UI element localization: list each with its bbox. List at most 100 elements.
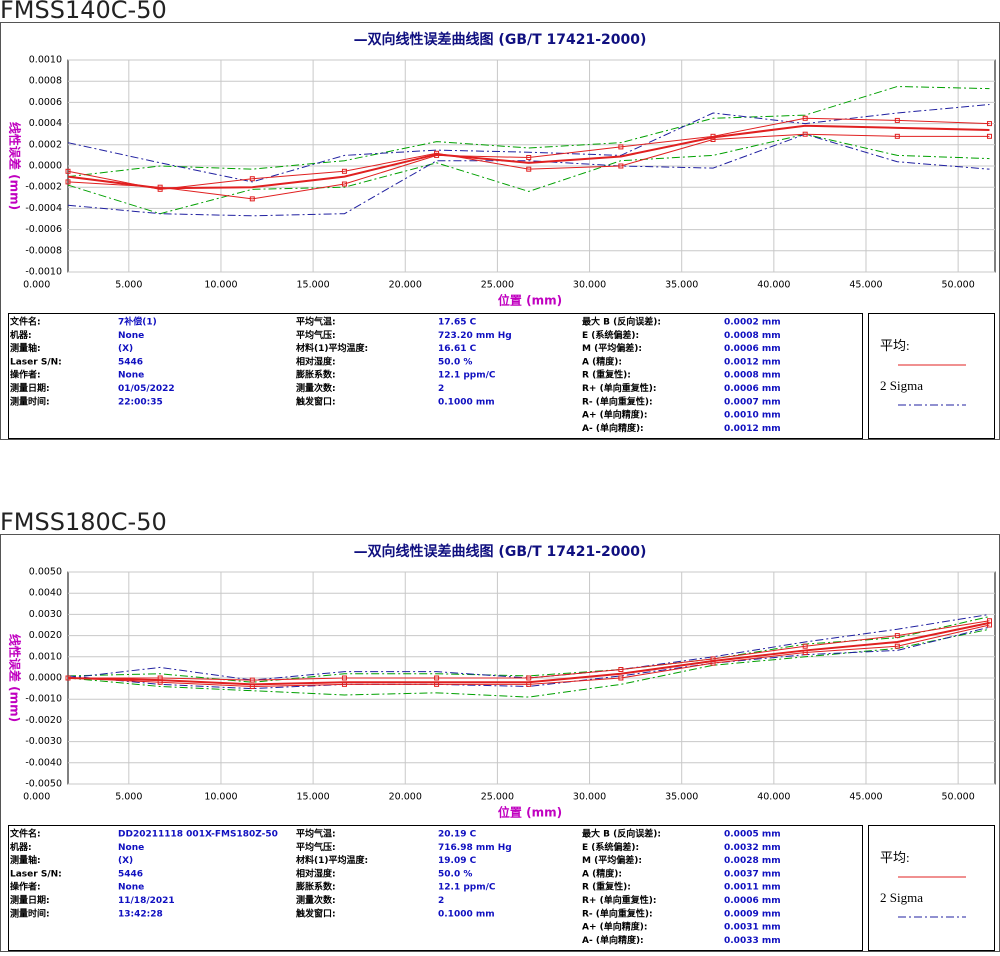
x-tick-label: 40.000 — [757, 280, 790, 291]
x-tick-label: 10.000 — [204, 280, 237, 291]
info-value: None — [118, 843, 144, 853]
info-label: 平均气温: — [296, 828, 336, 840]
info-value: 11/18/2021 — [118, 896, 175, 906]
point-marker — [341, 181, 347, 187]
x-tick-label: 25.000 — [481, 792, 514, 803]
info-label: 机器: — [10, 329, 32, 341]
point-marker — [249, 677, 255, 683]
point-marker — [249, 196, 255, 202]
y-tick-label: -0.0020 — [25, 715, 62, 726]
info-label: 膨胀系数: — [295, 881, 336, 893]
x-axis-label: 位置 (mm) — [498, 293, 562, 308]
info-value: 5446 — [118, 357, 143, 367]
y-tick-label: 0.0010 — [29, 651, 62, 662]
info-label: R- (单向重复性): — [582, 907, 653, 919]
point-marker — [341, 168, 347, 174]
info-frame — [8, 313, 863, 439]
legend-label: 2 Sigma — [880, 890, 923, 905]
point-marker — [894, 117, 900, 123]
point-marker — [341, 675, 347, 681]
info-value: 22:00:35 — [118, 397, 163, 407]
info-value: 2 — [438, 384, 444, 394]
x-tick-label: 35.000 — [665, 792, 698, 803]
info-value: 13:42:28 — [118, 909, 163, 919]
series-line — [68, 620, 990, 681]
x-tick-label: 30.000 — [573, 792, 606, 803]
point-marker — [986, 121, 992, 127]
info-label: 平均气温: — [296, 316, 336, 328]
info-label: M (平均偏差): — [582, 342, 642, 354]
chart-title: —双向线性误差曲线图 (GB/T 17421-2000) — [354, 543, 647, 560]
y-tick-label: -0.0030 — [25, 736, 62, 747]
info-label: 相对湿度: — [296, 355, 336, 367]
legend-label: 2 Sigma — [880, 378, 923, 393]
y-tick-label: -0.0008 — [25, 245, 62, 256]
info-value: 0.0031 mm — [724, 923, 781, 933]
series-line — [67, 624, 990, 687]
info-label: 测量日期: — [10, 894, 50, 906]
info-label: A+ (单向精度): — [582, 921, 647, 933]
info-label: E (系统偏差): — [582, 329, 639, 341]
info-label: 测量轴: — [10, 854, 41, 866]
x-tick-label: 0.000 — [23, 280, 50, 291]
legend-frame — [868, 825, 995, 951]
info-value: 0.0012 mm — [724, 357, 781, 367]
y-tick-label: 0.0000 — [29, 161, 62, 172]
info-value: 0.0008 mm — [724, 331, 781, 341]
chart-title: —双向线性误差曲线图 (GB/T 17421-2000) — [354, 31, 647, 48]
info-value: 0.0008 mm — [724, 371, 781, 381]
info-label: Laser S/N: — [10, 357, 62, 367]
legend-label: 平均: — [880, 850, 910, 865]
info-label: A- (单向精度): — [582, 934, 644, 946]
info-label: R (重复性): — [582, 881, 631, 893]
y-axis-label: 线性误差 (mm) — [8, 122, 23, 210]
point-marker — [618, 675, 624, 681]
x-tick-label: 5.000 — [115, 280, 142, 291]
point-marker — [802, 643, 808, 649]
point-marker — [986, 618, 992, 624]
info-value: 12.1 ppm/C — [438, 371, 496, 381]
info-label: A (精度): — [582, 867, 622, 879]
info-value: 0.0033 mm — [724, 936, 781, 946]
info-label: 测量时间: — [10, 395, 50, 407]
series-line — [67, 613, 990, 681]
info-label: 文件名: — [9, 828, 41, 840]
series-line — [67, 117, 990, 200]
series-line — [67, 104, 990, 183]
y-tick-label: -0.0010 — [25, 267, 62, 278]
x-tick-label: 40.000 — [757, 792, 790, 803]
y-tick-label: -0.0050 — [25, 779, 62, 790]
info-label: Laser S/N: — [10, 869, 62, 879]
info-value: None — [118, 371, 144, 381]
info-label: 操作者: — [10, 881, 41, 893]
legend-label: 平均: — [880, 338, 910, 353]
series-line — [67, 616, 990, 683]
info-label: 材料(1)平均温度: — [295, 854, 368, 866]
y-tick-label: -0.0010 — [25, 694, 62, 705]
x-tick-label: 45.000 — [849, 792, 882, 803]
info-value: 19.09 C — [438, 856, 477, 866]
info-label: 最大 B (反向误差): — [582, 828, 661, 840]
info-value: 0.0009 mm — [724, 909, 781, 919]
legend-frame — [868, 313, 995, 439]
info-label: A- (单向精度): — [582, 422, 644, 434]
point-marker — [618, 667, 624, 673]
point-marker — [618, 163, 624, 169]
info-label: R+ (单向重复性): — [582, 894, 656, 906]
panel-heading: FMSS180C-50 — [0, 508, 167, 536]
info-value: DD20211118 001X-FMS180Z-50 — [118, 830, 278, 840]
info-label: 平均气压: — [296, 841, 336, 853]
info-value: 0.0032 mm — [724, 843, 781, 853]
info-label: 膨胀系数: — [295, 369, 336, 381]
x-tick-label: 15.000 — [296, 280, 329, 291]
series-line — [67, 133, 990, 217]
x-tick-label: 35.000 — [665, 280, 698, 291]
point-marker — [802, 115, 808, 121]
series-line — [67, 133, 990, 190]
info-value: 16.61 C — [438, 344, 477, 354]
info-value: 0.0006 mm — [724, 384, 781, 394]
info-value: 2 — [438, 896, 444, 906]
y-tick-label: 0.0020 — [29, 630, 62, 641]
